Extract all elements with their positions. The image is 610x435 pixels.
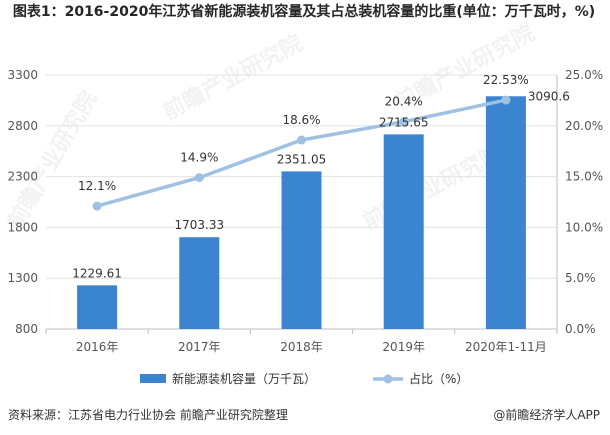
- share-value-label: 22.53%: [483, 73, 529, 87]
- legend-bar-swatch: [140, 374, 166, 383]
- y-right-tick-label: 10.0%: [565, 220, 603, 234]
- y-right-tick-label: 15.0%: [565, 170, 603, 184]
- watermark-text-3: 前瞻产业研究院: [359, 140, 507, 235]
- bar: [281, 171, 322, 329]
- y-right-tick-label: 5.0%: [565, 271, 596, 285]
- bar: [179, 237, 220, 329]
- y-right-tick-label: 25.0%: [565, 68, 603, 82]
- y-left-tick-label: 1800: [7, 220, 38, 234]
- bar-value-label: 1703.33: [174, 218, 224, 232]
- share-value-label: 20.4%: [385, 95, 423, 109]
- share-point: [399, 117, 409, 127]
- share-value-label: 14.9%: [180, 151, 218, 165]
- watermark-text-0: 前瞻产业研究院: [159, 30, 307, 125]
- bar-value-label: 1229.61: [72, 266, 122, 280]
- bar: [485, 96, 526, 329]
- share-point: [501, 95, 511, 105]
- source-note: 资料来源：江苏省电力行业协会 前瞻产业研究院整理: [8, 408, 288, 422]
- legend-bar-label: 新能源装机容量（万千瓦）: [172, 371, 316, 386]
- axes: 800 1300 1800 2300 2800 3300 0.0% 5.0% 10.0% 15.0…: [7, 68, 603, 354]
- x-tick-label: 2016年: [76, 340, 119, 354]
- x-tick-label: 2017年: [178, 340, 221, 354]
- chart-title: 图表1：2016-2020年江苏省新能源装机容量及其占总装机容量的比重(单位：万…: [12, 4, 596, 20]
- bar-value-label: 2715.65: [379, 115, 429, 129]
- y-right-tick-label: 0.0%: [565, 322, 596, 336]
- legend-line-marker: [383, 374, 393, 384]
- y-left-tick-label: 800: [15, 322, 38, 336]
- y-left-tick-label: 2800: [7, 119, 38, 133]
- bar: [383, 134, 424, 329]
- line-series: [92, 95, 511, 211]
- share-value-label: 18.6%: [282, 113, 320, 127]
- share-point: [92, 201, 102, 211]
- credit-note: @前瞻经济学人APP: [493, 408, 600, 422]
- share-point: [297, 135, 306, 145]
- bar-value-label: 2351.05: [277, 152, 327, 166]
- data-labels: 1229.61 1703.33 2351.05 2715.65 3090.6 12.1% 1…: [72, 73, 570, 280]
- bar-value-label: 3090.6: [528, 89, 570, 103]
- watermark-text-2: 前瞻产业研究院: [3, 87, 103, 233]
- share-value-label: 12.1%: [78, 179, 116, 193]
- y-right-tick-label: 20.0%: [565, 119, 603, 133]
- x-tick-label: 2019年: [382, 340, 425, 354]
- legend: 新能源装机容量（万千瓦） 占比（%）: [140, 371, 468, 386]
- y-left-tick-label: 3300: [7, 68, 38, 82]
- bar-series: [77, 96, 526, 329]
- x-tick-label: 2018年: [280, 340, 323, 354]
- y-left-tick-label: 1300: [7, 271, 38, 285]
- x-tick-label: 2020年1-11月: [465, 340, 547, 354]
- legend-line-label: 占比（%）: [409, 371, 468, 386]
- share-point: [194, 173, 204, 183]
- y-left-tick-label: 2300: [7, 170, 38, 184]
- bar: [77, 285, 118, 329]
